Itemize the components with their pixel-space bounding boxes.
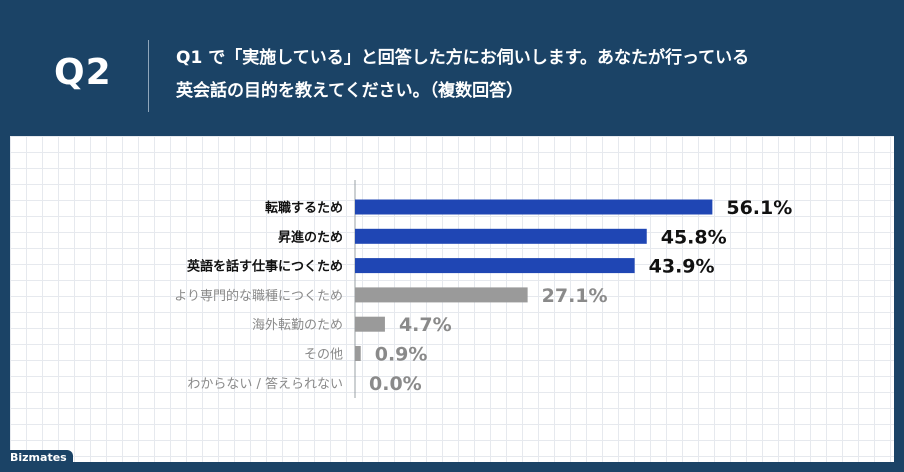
header-divider — [148, 40, 149, 112]
category-label: 昇進のため — [278, 229, 343, 245]
question-line-1: Q1 で「実施している」と回答した方にお伺いします。あなたが行っている — [176, 48, 750, 68]
value-label: 45.8% — [661, 226, 727, 248]
value-label: 27.1% — [542, 285, 608, 307]
bar — [355, 199, 713, 215]
question-line-2: 英会話の目的を教えてください。（複数回答） — [176, 81, 524, 101]
category-label: 転職するため — [265, 200, 343, 216]
brand-logo: Bizmates — [6, 450, 73, 465]
category-label: その他 — [304, 348, 343, 363]
bar — [355, 316, 385, 332]
question-text: Q1 で「実施している」と回答した方にお伺いします。あなたが行っている 英会話の… — [176, 42, 876, 108]
category-label: 海外転勤のため — [252, 318, 343, 333]
value-label: 0.0% — [369, 373, 422, 395]
value-label: 0.9% — [375, 344, 428, 366]
category-label: 英語を話す仕事につくため — [186, 259, 343, 275]
question-number: Q2 — [54, 52, 112, 93]
bar — [355, 287, 528, 303]
category-label: わからない / 答えられない — [187, 376, 343, 392]
bar — [355, 228, 647, 244]
value-label: 56.1% — [726, 197, 792, 219]
bar-chart: 転職するため 56.1% 昇進のため 45.8% 英語を話す仕事につくため 43.9% より… — [174, 180, 792, 398]
category-label: より専門的な職種につくため — [174, 288, 343, 304]
value-label: 43.9% — [649, 256, 715, 278]
bar — [355, 346, 361, 361]
chart-card: 転職するため 56.1% 昇進のため 45.8% 英語を話す仕事につくため 43.9% より… — [10, 136, 894, 462]
bar — [355, 258, 635, 274]
header-banner: Q2 Q1 で「実施している」と回答した方にお伺いします。あなたが行っている 英… — [0, 0, 904, 136]
value-label: 4.7% — [399, 314, 452, 336]
